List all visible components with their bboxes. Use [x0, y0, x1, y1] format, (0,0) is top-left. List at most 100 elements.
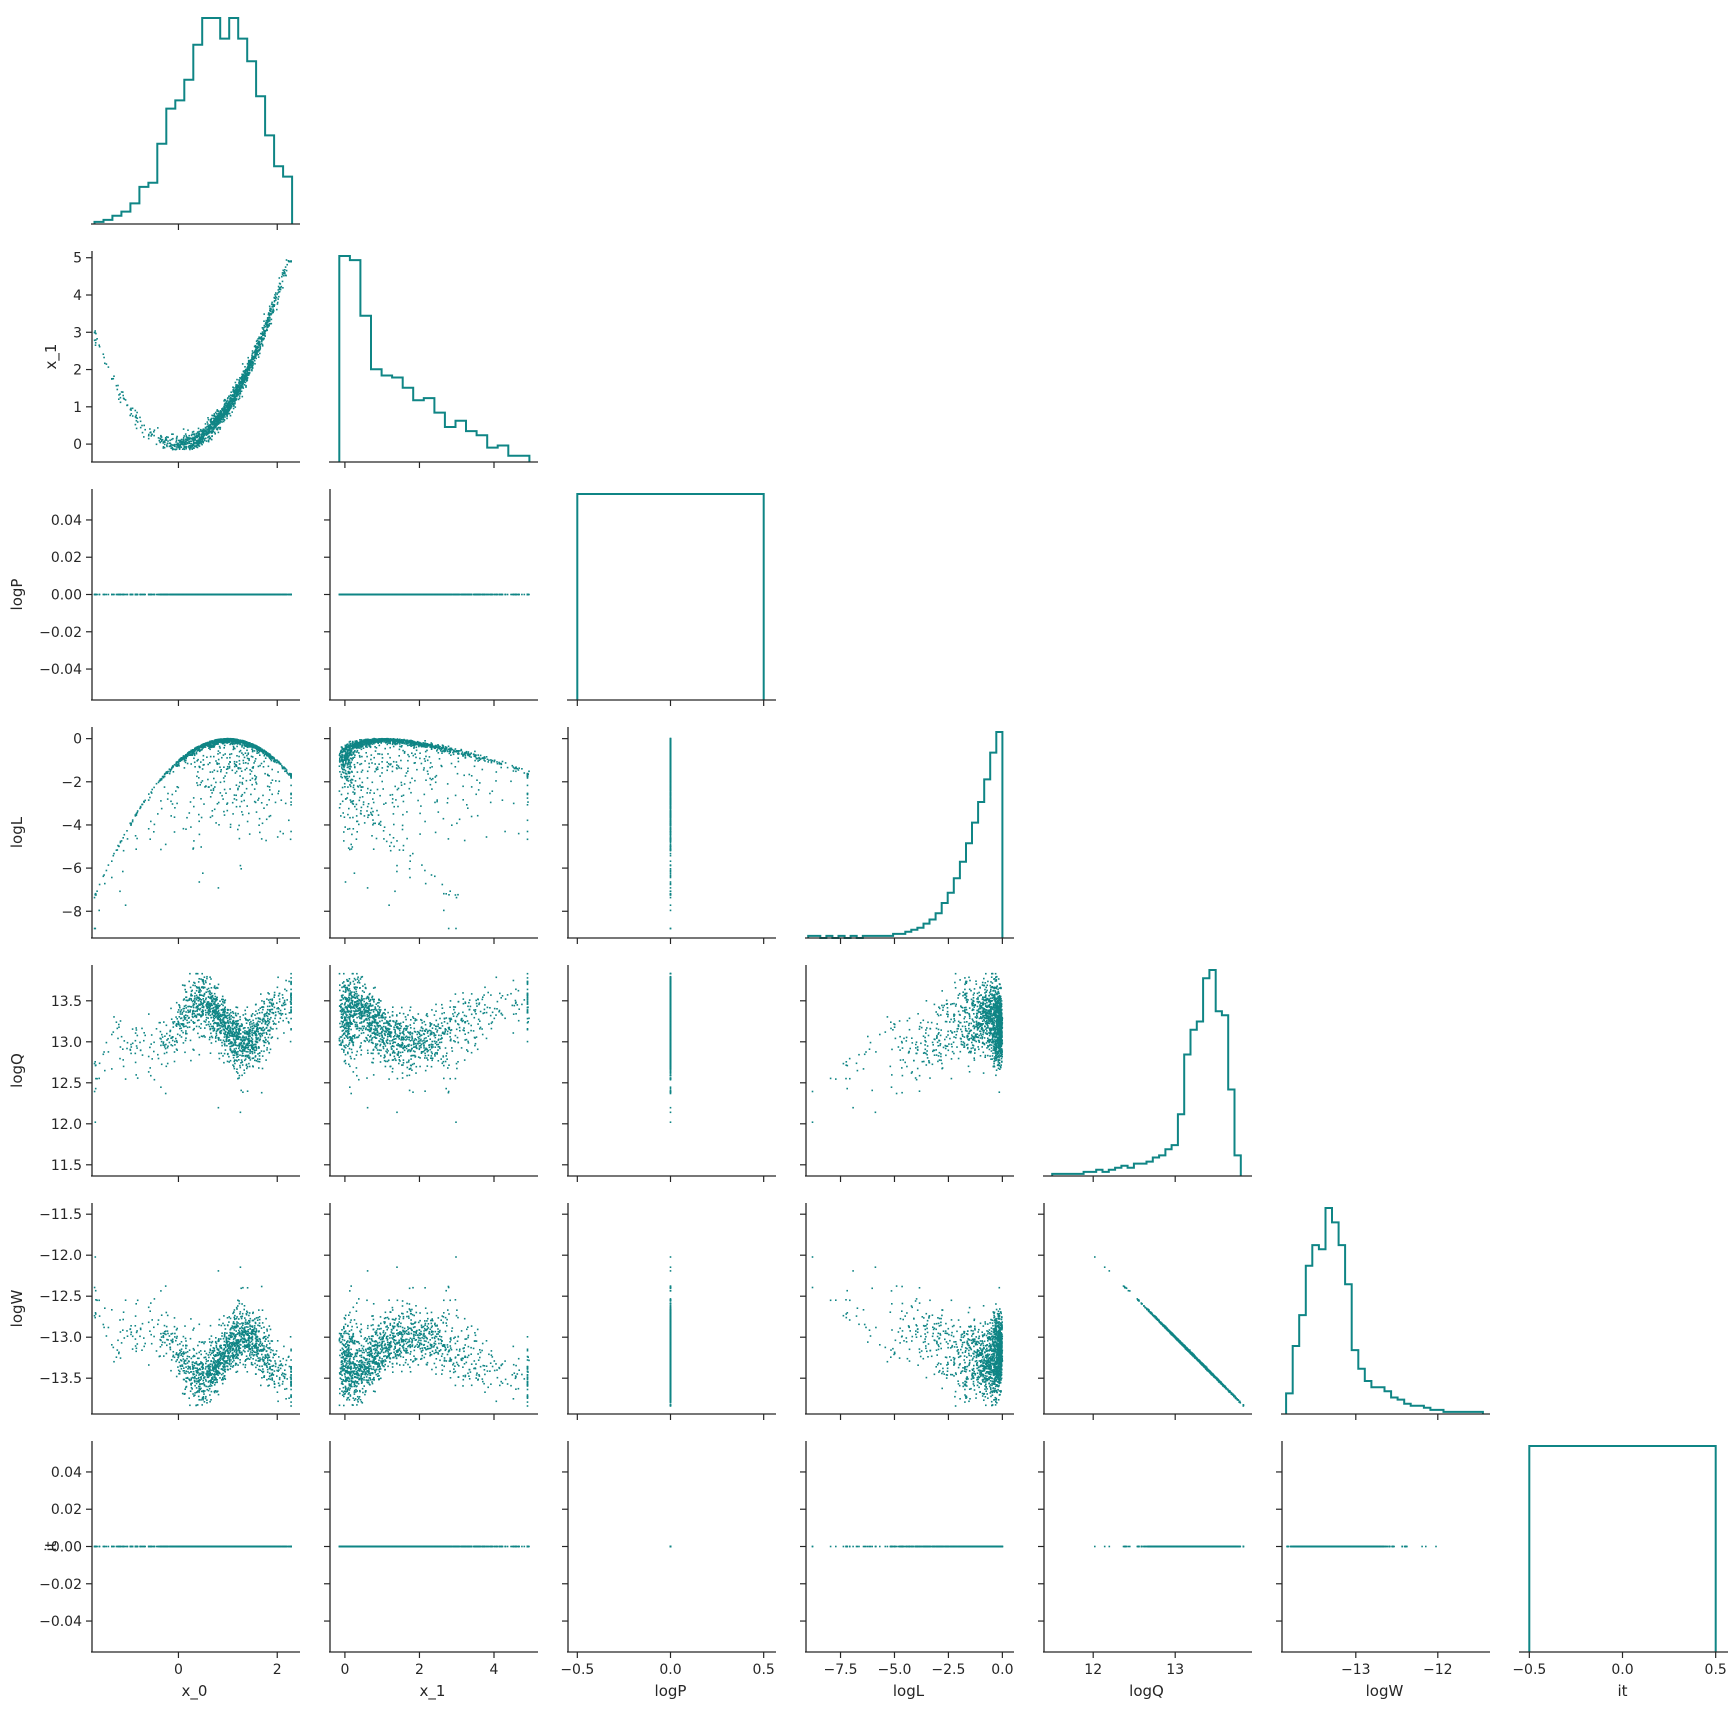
scatter-point — [263, 594, 265, 596]
scatter-point — [224, 789, 226, 791]
scatter-point — [135, 415, 137, 417]
scatter-point — [212, 422, 214, 424]
scatter-point — [285, 266, 287, 268]
scatter-point — [125, 594, 127, 596]
scatter-point — [218, 750, 220, 752]
scatter-point — [351, 594, 353, 596]
scatter-point — [203, 594, 205, 596]
scatter-point — [187, 429, 189, 431]
scatter-point — [121, 391, 123, 393]
scatter-point — [208, 436, 210, 438]
scatter-point — [116, 385, 118, 387]
scatter-point — [167, 594, 169, 596]
scatter-point — [154, 429, 156, 431]
scatter-point — [217, 422, 219, 424]
scatter-point — [219, 594, 221, 596]
scatter-point — [198, 428, 200, 430]
scatter-point — [215, 418, 217, 420]
scatter-point — [185, 444, 187, 446]
scatter-point — [239, 393, 241, 395]
scatter-point — [214, 770, 216, 772]
scatter-point — [149, 594, 151, 596]
scatter-point — [513, 594, 515, 596]
scatter-point — [242, 594, 244, 596]
scatter-point — [204, 440, 206, 442]
scatter-point — [499, 594, 501, 596]
scatter-point — [212, 771, 214, 773]
scatter-point — [149, 428, 151, 430]
scatter-point — [232, 401, 234, 403]
scatter-point — [243, 379, 245, 381]
scatter-point — [190, 594, 192, 596]
scatter-point — [159, 594, 161, 596]
scatter-point — [174, 446, 176, 448]
scatter-point — [187, 440, 189, 442]
scatter-point — [261, 343, 263, 345]
scatter-point — [148, 828, 150, 830]
scatter-point — [279, 283, 281, 285]
scatter-point — [271, 302, 273, 304]
scatter-point — [249, 370, 251, 372]
scatter-point — [210, 424, 212, 426]
scatter-point — [156, 444, 158, 446]
scatter-point — [247, 378, 249, 380]
scatter-point — [450, 594, 452, 596]
scatter-point — [104, 594, 106, 596]
scatter-point — [164, 444, 166, 446]
scatter-point — [394, 594, 396, 596]
scatter-point — [176, 437, 178, 439]
scatter-point — [202, 433, 204, 435]
scatter-point — [144, 429, 146, 431]
scatter-point — [252, 367, 254, 369]
scatter-point — [185, 441, 187, 443]
scatter-point — [225, 411, 227, 413]
scatter-point — [431, 594, 433, 596]
scatter-point — [264, 332, 266, 334]
scatter-point — [230, 415, 232, 417]
scatter-point — [94, 330, 96, 332]
scatter-point — [217, 409, 219, 411]
scatter-point — [233, 398, 235, 400]
scatter-point — [271, 306, 273, 308]
scatter-point — [179, 447, 181, 449]
scatter-point — [198, 777, 200, 779]
scatter-point — [183, 435, 185, 437]
scatter-point — [192, 433, 194, 435]
scatter-point — [256, 341, 258, 343]
scatter-point — [438, 594, 440, 596]
scatter-point — [161, 439, 163, 441]
scatter-point — [278, 296, 280, 298]
scatter-point — [261, 763, 263, 765]
scatter-point — [267, 786, 269, 788]
scatter-point — [197, 432, 199, 434]
scatter-point — [190, 801, 192, 803]
scatter-point — [211, 436, 213, 438]
scatter-point — [141, 425, 143, 427]
scatter-point — [416, 594, 418, 596]
scatter-point — [254, 760, 256, 762]
scatter-point — [256, 811, 258, 813]
scatter-point — [230, 391, 232, 393]
scatter-point — [194, 437, 196, 439]
scatter-point — [246, 750, 248, 752]
scatter-point — [224, 404, 226, 406]
scatter-point — [257, 338, 259, 340]
scatter-point — [178, 444, 180, 446]
scatter-point — [191, 448, 193, 450]
scatter-point — [113, 375, 115, 377]
scatter-point — [224, 419, 226, 421]
scatter-point — [239, 838, 241, 840]
scatter-point — [230, 394, 232, 396]
y-axis-x_1: 012345x_1 — [42, 251, 92, 462]
scatter-point — [193, 431, 195, 433]
scatter-x_0-vs-logP — [94, 594, 292, 596]
scatter-point — [241, 770, 243, 772]
scatter-point — [275, 298, 277, 300]
scatter-point — [234, 402, 236, 404]
scatter-point — [157, 427, 159, 429]
scatter-point — [95, 594, 97, 596]
scatter-point — [221, 416, 223, 418]
scatter-point — [246, 374, 248, 376]
scatter-point — [217, 428, 219, 430]
